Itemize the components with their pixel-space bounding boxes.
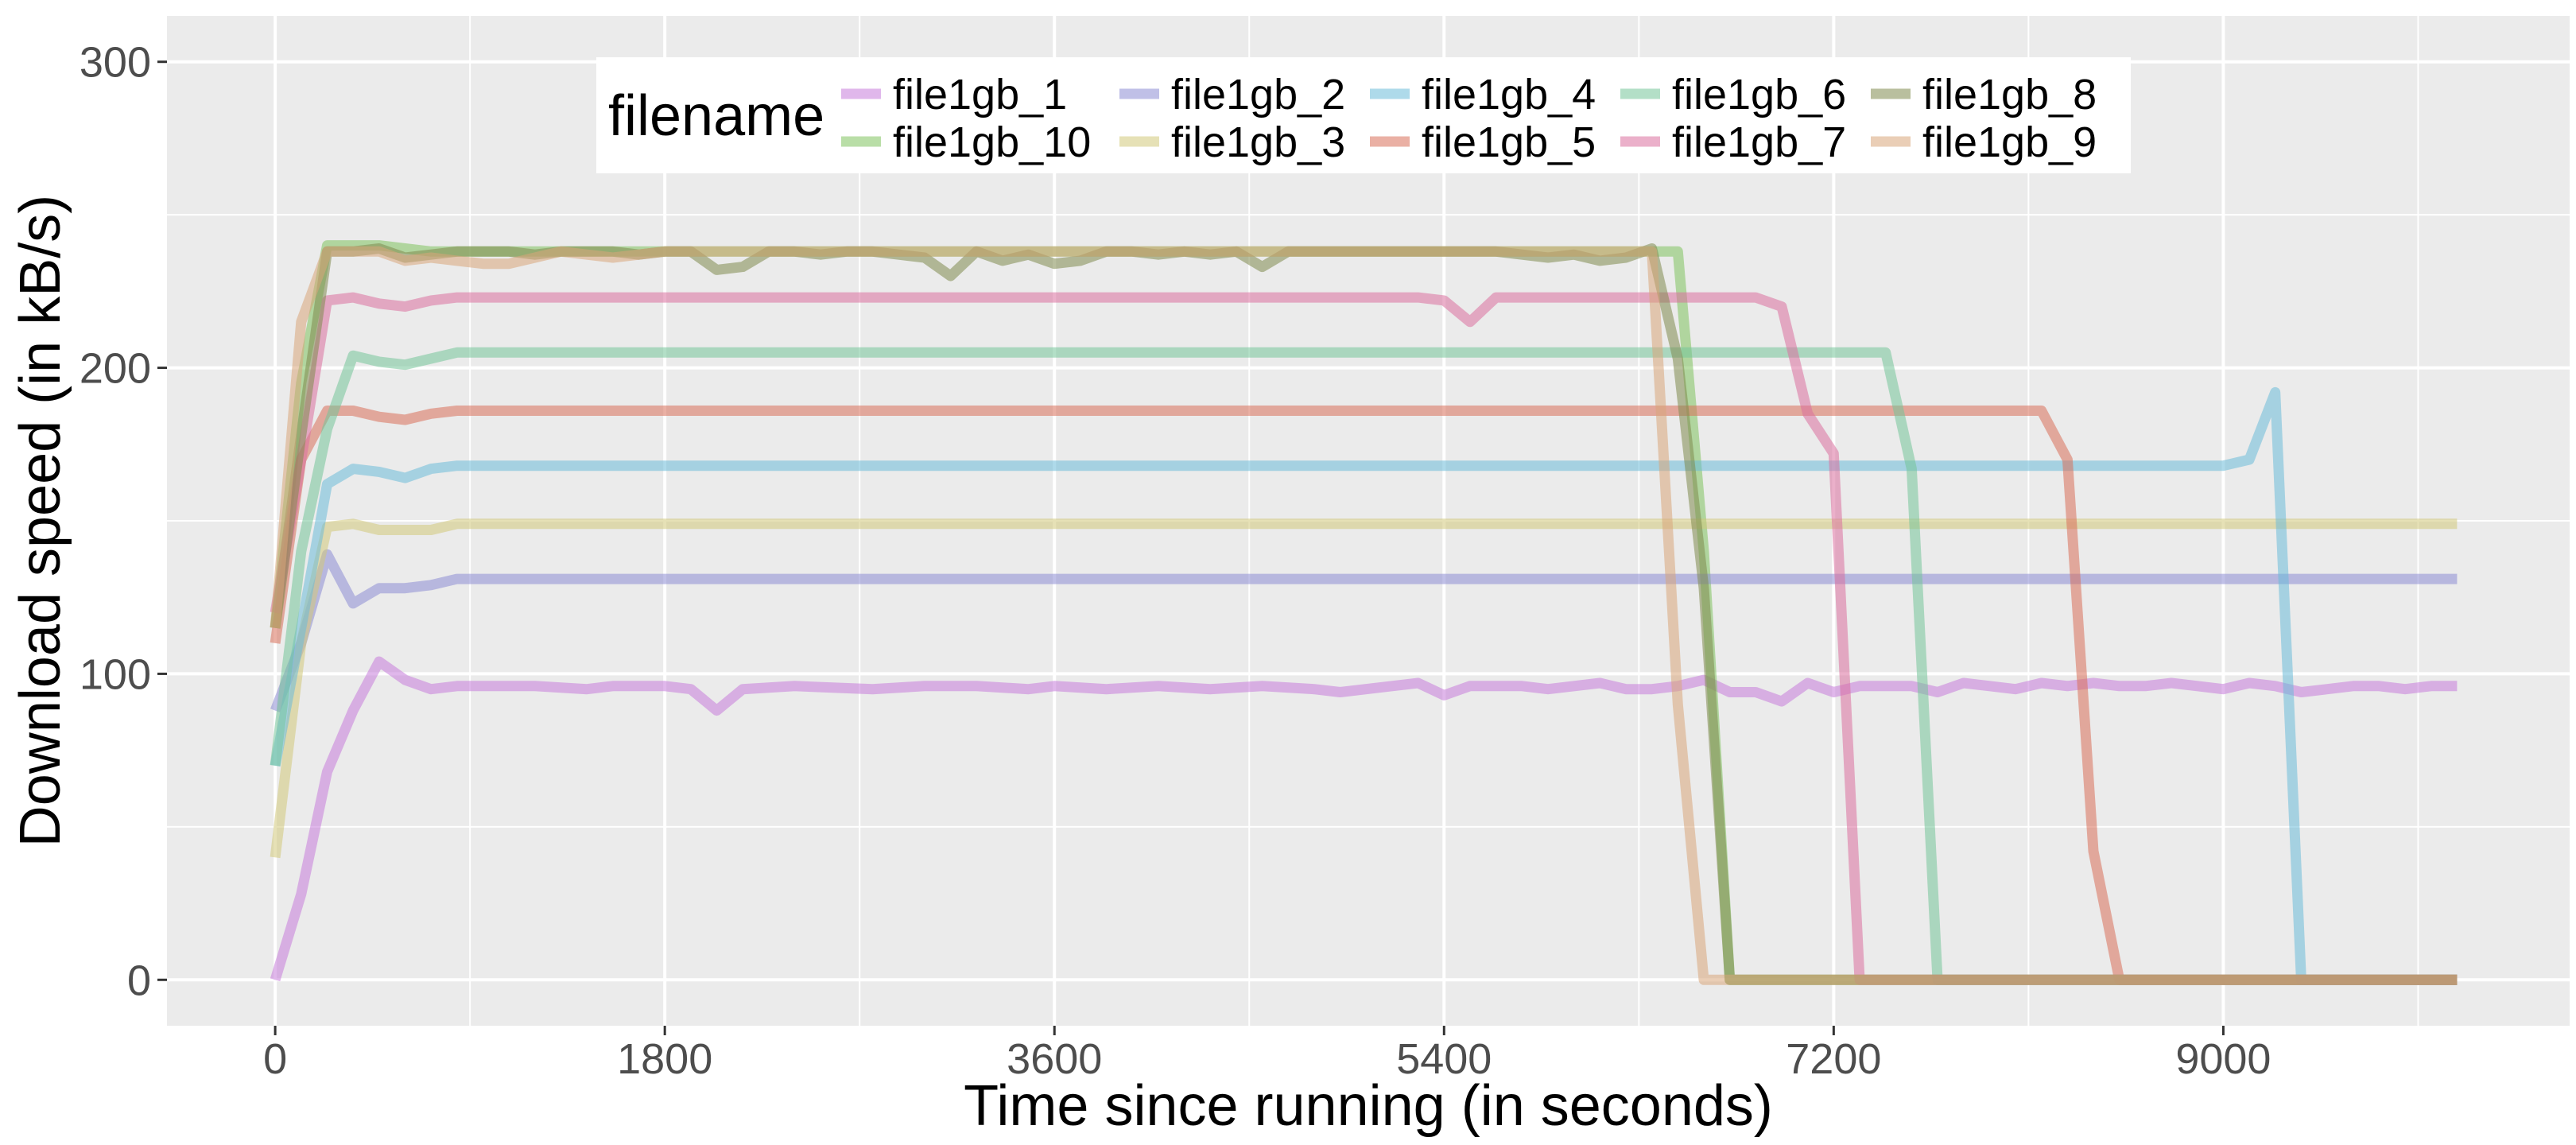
- legend-label-file1gb_3: file1gb_3: [1171, 118, 1345, 166]
- y-axis: 0 100 200 300: [80, 39, 167, 1004]
- legend-label-file1gb_9: file1gb_9: [1922, 118, 2097, 166]
- x-tick-label: 7200: [1786, 1035, 1881, 1083]
- series-line-file1gb_7: [270, 292, 2458, 985]
- series-line-file1gb_9: [270, 246, 2458, 985]
- legend-label-file1gb_8: file1gb_8: [1922, 71, 2097, 118]
- y-tick-label: 100: [80, 650, 151, 698]
- legend-label-file1gb_10: file1gb_10: [893, 118, 1091, 166]
- x-tick-label: 0: [263, 1035, 287, 1083]
- series-line-file1gb_4: [270, 386, 2458, 985]
- y-tick-label: 200: [80, 345, 151, 393]
- x-tick-label: 3600: [1007, 1035, 1102, 1083]
- series-line-file1gb_2: [270, 549, 2458, 712]
- x-axis: 0 1800 3600 5400 7200 9000: [263, 1026, 2271, 1083]
- series-line-file1gb_1: [270, 656, 2458, 982]
- legend-title: filename: [608, 84, 824, 148]
- legend-label-file1gb_7: file1gb_7: [1672, 118, 1846, 166]
- x-tick-label: 5400: [1396, 1035, 1492, 1083]
- legend-label-file1gb_5: file1gb_5: [1422, 118, 1596, 166]
- x-tick-label: 1800: [617, 1035, 712, 1083]
- series-line-file1gb_6: [270, 347, 2458, 985]
- legend-label-file1gb_1: file1gb_1: [893, 71, 1067, 118]
- legend-background: [596, 57, 2131, 173]
- series-layer: [270, 240, 2458, 985]
- y-axis-title: Download speed (in kB/s): [9, 195, 72, 847]
- series-line-file1gb_5: [270, 406, 2458, 985]
- legend-label-file1gb_6: file1gb_6: [1672, 71, 1846, 118]
- x-axis-title: Time since running (in seconds): [964, 1074, 1773, 1138]
- legend: filename file1gb_1file1gb_10file1gb_2fil…: [596, 57, 2131, 173]
- legend-label-file1gb_2: file1gb_2: [1171, 71, 1345, 118]
- legend-label-file1gb_4: file1gb_4: [1422, 71, 1596, 118]
- x-tick-label: 9000: [2175, 1035, 2271, 1083]
- series-line-file1gb_3: [270, 518, 2458, 859]
- y-tick-label: 0: [127, 957, 151, 1004]
- y-tick-label: 300: [80, 39, 151, 87]
